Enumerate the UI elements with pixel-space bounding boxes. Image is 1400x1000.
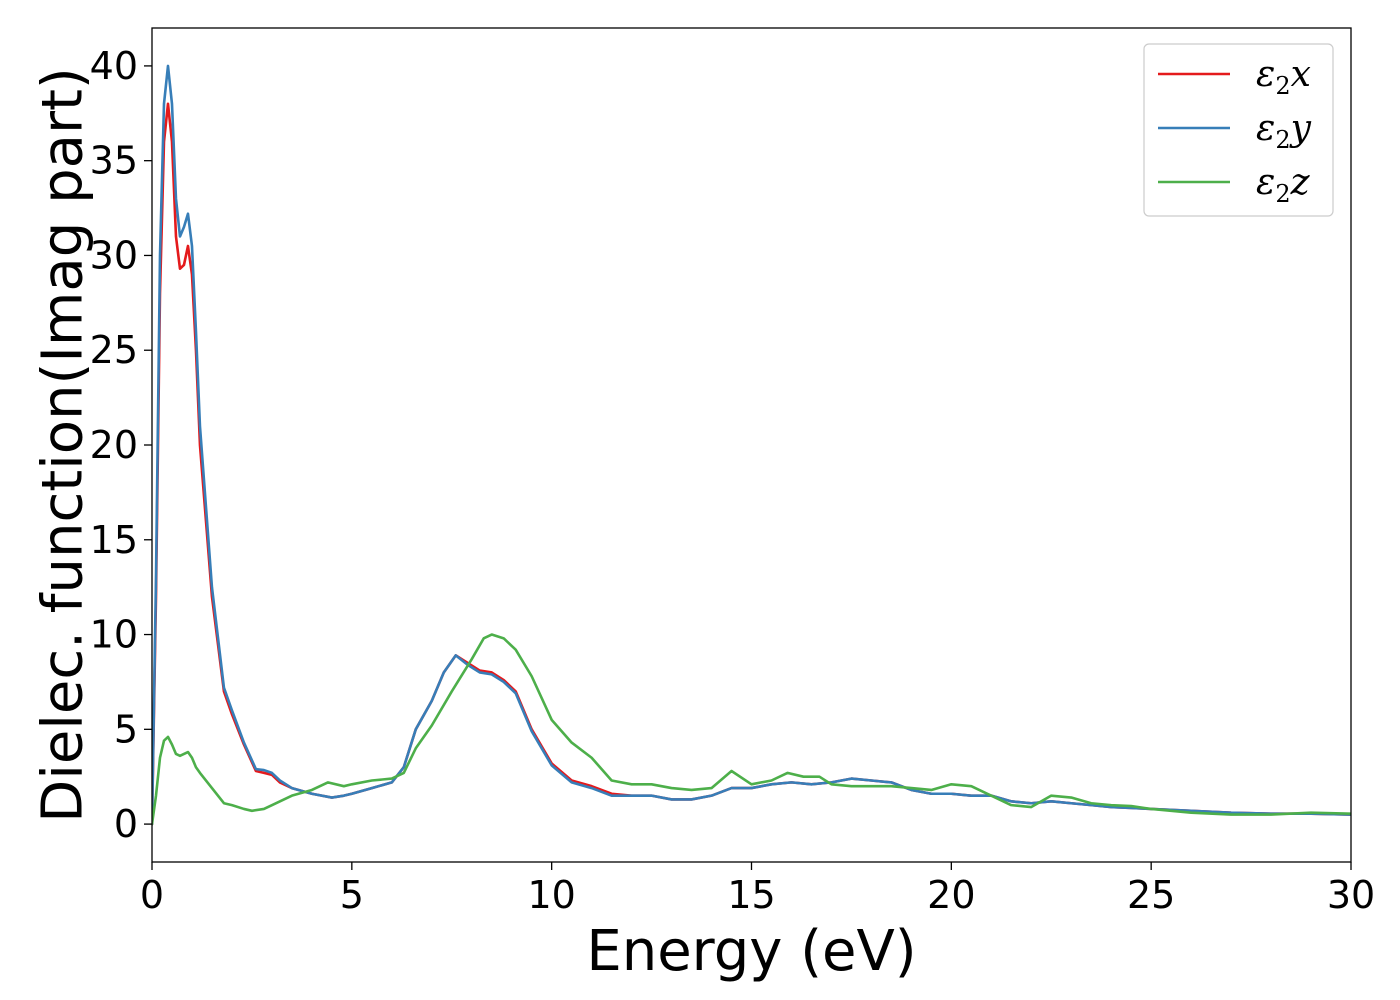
x-tick-label: 20 [927,873,975,917]
series-line-z [152,633,1351,826]
x-tick-label: 25 [1127,873,1175,917]
y-tick-label: 0 [114,802,138,846]
x-axis-label: Energy (eV) [586,919,916,984]
y-tick-label: 20 [90,423,138,467]
legend-box [1143,43,1334,217]
x-tick-label: 15 [727,873,775,917]
legend: ε2x ε2y ε2z [1143,43,1334,217]
x-tick-label: 0 [140,873,164,917]
legend-label-z: ε2z [1256,162,1311,208]
legend-label-y: ε2y [1256,108,1312,154]
y-tick-label: 35 [90,139,138,183]
y-tick-label: 10 [90,613,138,657]
x-tick-label: 30 [1327,873,1375,917]
y-tick-label: 5 [114,707,138,751]
y-tick-label: 30 [90,233,138,277]
x-tick-label: 10 [527,873,575,917]
ticks-layer: 0 5 10 15 20 25 30 0 5 10 15 20 25 30 35 40 [90,44,1376,917]
y-tick-label: 40 [90,44,138,88]
series-layer [152,64,1351,826]
series-line-y [152,64,1351,826]
y-tick-label: 15 [90,518,138,562]
x-tick-label: 5 [340,873,364,917]
y-tick-label: 25 [90,328,138,372]
legend-label-x: ε2x [1256,54,1311,100]
y-axis-label: Dielec. function(Imag part) [31,67,96,823]
